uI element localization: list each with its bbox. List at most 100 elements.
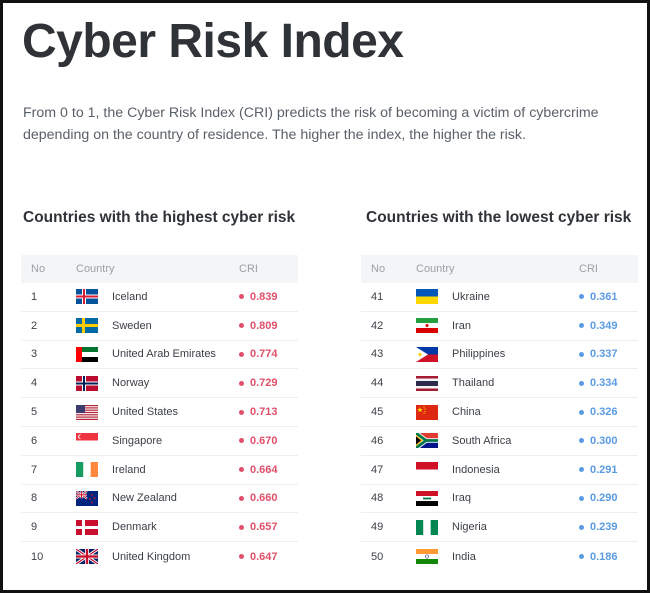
country-name: United Arab Emirates xyxy=(112,348,216,361)
cri-number: 0.713 xyxy=(250,406,278,419)
south-africa-flag-icon xyxy=(416,433,438,449)
nigeria-flag-icon xyxy=(416,519,438,535)
uae-flag-icon xyxy=(76,346,98,362)
country-name: Ireland xyxy=(112,463,146,476)
country-name: Indonesia xyxy=(452,463,500,476)
rank-number: 1 xyxy=(31,290,38,303)
header-cri: CRI xyxy=(239,263,258,275)
dot-icon xyxy=(239,554,244,560)
country-name: South Africa xyxy=(452,434,512,447)
cri-number: 0.664 xyxy=(250,463,278,476)
dot-icon xyxy=(579,438,584,444)
cri-value: 0.713 xyxy=(239,406,298,418)
iran-flag-icon xyxy=(416,318,438,334)
table-header: No Country CRI xyxy=(21,255,298,283)
cri-number: 0.660 xyxy=(250,492,278,505)
rank-number: 9 xyxy=(31,521,38,534)
cri-number: 0.729 xyxy=(250,377,278,390)
country-name: Norway xyxy=(112,377,150,390)
cri-value: 0.839 xyxy=(239,291,298,303)
table-row: 8 New Zealand 0.660 xyxy=(21,485,298,514)
cri-number: 0.291 xyxy=(590,463,618,476)
rank-number: 44 xyxy=(371,377,384,390)
dot-icon xyxy=(579,495,584,501)
rank-number: 5 xyxy=(31,406,38,419)
cri-value: 0.291 xyxy=(579,464,638,476)
dot-icon xyxy=(579,524,584,530)
rank-number: 6 xyxy=(31,434,38,447)
table-row: 43 Philippines 0.337 xyxy=(361,341,638,370)
cri-number: 0.290 xyxy=(590,492,618,505)
cri-value: 0.660 xyxy=(239,492,298,504)
cri-number: 0.774 xyxy=(250,348,278,361)
table-row: 45 China 0.326 xyxy=(361,398,638,427)
dot-icon xyxy=(579,409,584,415)
dot-icon xyxy=(579,380,584,386)
cri-value: 0.664 xyxy=(239,464,298,476)
dot-icon xyxy=(239,351,244,357)
indonesia-flag-icon xyxy=(416,462,438,478)
cri-number: 0.670 xyxy=(250,434,278,447)
cri-value: 0.657 xyxy=(239,521,298,533)
country-name: Nigeria xyxy=(452,521,487,534)
rank-number: 4 xyxy=(31,377,38,390)
country-name: Ukraine xyxy=(452,290,490,303)
country-name: United States xyxy=(112,406,179,419)
dot-icon xyxy=(239,294,244,300)
table-row: 41 Ukraine 0.361 xyxy=(361,283,638,312)
table-row: 7 Ireland 0.664 xyxy=(21,456,298,485)
singapore-flag-icon xyxy=(76,433,98,449)
country-name: Denmark xyxy=(112,521,157,534)
table-row: 2 Sweden 0.809 xyxy=(21,312,298,341)
lowest-risk-table: No Country CRI 41 Ukraine 0.361 42 Iran 0.349… xyxy=(361,255,638,571)
cri-number: 0.186 xyxy=(590,550,618,563)
cri-value: 0.300 xyxy=(579,435,638,447)
cri-value: 0.186 xyxy=(579,551,638,563)
cri-number: 0.809 xyxy=(250,319,278,332)
table-row: 10 United Kingdom 0.647 xyxy=(21,542,298,571)
dot-icon xyxy=(239,380,244,386)
dot-icon xyxy=(579,467,584,473)
lowest-risk-title: Countries with the lowest cyber risk xyxy=(366,209,632,226)
cri-value: 0.239 xyxy=(579,521,638,533)
rank-number: 50 xyxy=(371,550,384,563)
rank-number: 2 xyxy=(31,319,38,332)
cri-number: 0.300 xyxy=(590,434,618,447)
rank-number: 8 xyxy=(31,492,38,505)
dot-icon xyxy=(239,467,244,473)
table-row: 47 Indonesia 0.291 xyxy=(361,456,638,485)
cri-value: 0.647 xyxy=(239,551,298,563)
cri-value: 0.290 xyxy=(579,492,638,504)
country-name: Iraq xyxy=(452,492,471,505)
dot-icon xyxy=(239,409,244,415)
highest-risk-table: No Country CRI 1 Iceland 0.839 2 Sweden 0.809… xyxy=(21,255,298,571)
intro-text: From 0 to 1, the Cyber Risk Index (CRI) … xyxy=(23,105,599,143)
cri-number: 0.349 xyxy=(590,319,618,332)
cri-number: 0.326 xyxy=(590,406,618,419)
table-row: 5 United States 0.713 xyxy=(21,398,298,427)
country-name: Iran xyxy=(452,319,471,332)
rank-number: 7 xyxy=(31,463,38,476)
rank-number: 46 xyxy=(371,434,384,447)
header-cri: CRI xyxy=(579,263,598,275)
rank-number: 45 xyxy=(371,406,384,419)
dot-icon xyxy=(579,554,584,560)
cri-value: 0.729 xyxy=(239,377,298,389)
cri-number: 0.361 xyxy=(590,290,618,303)
dot-icon xyxy=(239,323,244,329)
dot-icon xyxy=(239,495,244,501)
header-country: Country xyxy=(416,263,455,275)
usa-flag-icon xyxy=(76,404,98,420)
table-row: 4 Norway 0.729 xyxy=(21,369,298,399)
dot-icon xyxy=(239,438,244,444)
header-country: Country xyxy=(76,263,115,275)
norway-flag-icon xyxy=(76,375,98,391)
cri-number: 0.337 xyxy=(590,348,618,361)
table-row: 9 Denmark 0.657 xyxy=(21,513,298,543)
country-name: China xyxy=(452,406,481,419)
cri-number: 0.239 xyxy=(590,521,618,534)
india-flag-icon xyxy=(416,549,438,565)
table-row: 49 Nigeria 0.239 xyxy=(361,513,638,543)
cri-value: 0.670 xyxy=(239,435,298,447)
country-name: Philippines xyxy=(452,348,506,361)
